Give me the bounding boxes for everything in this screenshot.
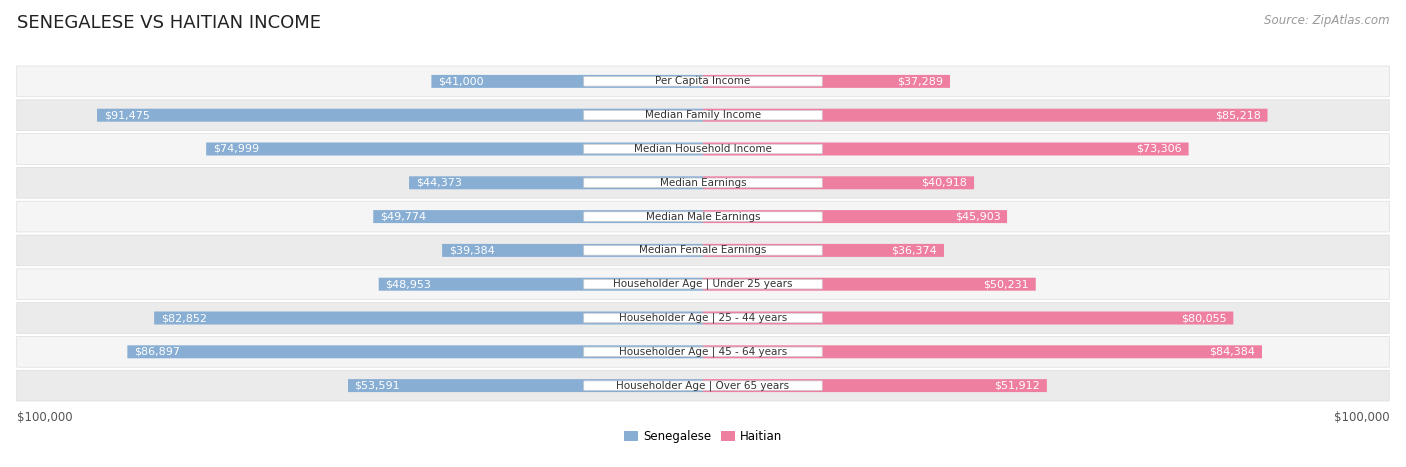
Text: $39,384: $39,384 <box>449 245 495 255</box>
FancyBboxPatch shape <box>583 313 823 323</box>
FancyBboxPatch shape <box>583 144 823 154</box>
FancyBboxPatch shape <box>583 279 823 289</box>
Text: $48,953: $48,953 <box>385 279 432 289</box>
FancyBboxPatch shape <box>128 345 703 358</box>
Text: Householder Age | Under 25 years: Householder Age | Under 25 years <box>613 279 793 290</box>
FancyBboxPatch shape <box>703 109 1268 122</box>
Text: Householder Age | Over 65 years: Householder Age | Over 65 years <box>616 380 790 391</box>
FancyBboxPatch shape <box>703 142 1188 156</box>
Text: $91,475: $91,475 <box>104 110 149 120</box>
FancyBboxPatch shape <box>583 77 823 86</box>
Text: Householder Age | 45 - 64 years: Householder Age | 45 - 64 years <box>619 347 787 357</box>
FancyBboxPatch shape <box>17 370 1389 401</box>
Legend: Senegalese, Haitian: Senegalese, Haitian <box>620 425 786 448</box>
FancyBboxPatch shape <box>155 311 703 325</box>
Text: $41,000: $41,000 <box>439 77 484 86</box>
FancyBboxPatch shape <box>583 178 823 188</box>
Text: $80,055: $80,055 <box>1181 313 1226 323</box>
FancyBboxPatch shape <box>703 177 974 189</box>
Text: $37,289: $37,289 <box>897 77 943 86</box>
FancyBboxPatch shape <box>17 303 1389 333</box>
FancyBboxPatch shape <box>207 142 703 156</box>
FancyBboxPatch shape <box>583 246 823 255</box>
Text: Householder Age | 25 - 44 years: Householder Age | 25 - 44 years <box>619 313 787 323</box>
FancyBboxPatch shape <box>17 336 1389 367</box>
FancyBboxPatch shape <box>583 111 823 120</box>
Text: $100,000: $100,000 <box>1334 411 1389 424</box>
FancyBboxPatch shape <box>349 379 703 392</box>
Text: $73,306: $73,306 <box>1136 144 1182 154</box>
Text: Median Household Income: Median Household Income <box>634 144 772 154</box>
Text: $40,918: $40,918 <box>921 178 967 188</box>
FancyBboxPatch shape <box>17 201 1389 232</box>
FancyBboxPatch shape <box>703 210 1007 223</box>
Text: Median Earnings: Median Earnings <box>659 178 747 188</box>
FancyBboxPatch shape <box>432 75 703 88</box>
Text: $44,373: $44,373 <box>416 178 461 188</box>
Text: $86,897: $86,897 <box>134 347 180 357</box>
Text: $82,852: $82,852 <box>160 313 207 323</box>
FancyBboxPatch shape <box>409 177 703 189</box>
FancyBboxPatch shape <box>583 212 823 221</box>
FancyBboxPatch shape <box>97 109 703 122</box>
FancyBboxPatch shape <box>373 210 703 223</box>
Text: $74,999: $74,999 <box>212 144 259 154</box>
FancyBboxPatch shape <box>703 278 1036 290</box>
Text: $84,384: $84,384 <box>1209 347 1256 357</box>
Text: $53,591: $53,591 <box>354 381 401 390</box>
FancyBboxPatch shape <box>17 134 1389 164</box>
FancyBboxPatch shape <box>703 345 1263 358</box>
Text: $100,000: $100,000 <box>17 411 72 424</box>
FancyBboxPatch shape <box>17 269 1389 300</box>
Text: Source: ZipAtlas.com: Source: ZipAtlas.com <box>1264 14 1389 27</box>
Text: $51,912: $51,912 <box>994 381 1040 390</box>
Text: Median Female Earnings: Median Female Earnings <box>640 245 766 255</box>
Text: $45,903: $45,903 <box>955 212 1001 222</box>
Text: SENEGALESE VS HAITIAN INCOME: SENEGALESE VS HAITIAN INCOME <box>17 14 321 32</box>
FancyBboxPatch shape <box>378 278 703 290</box>
FancyBboxPatch shape <box>703 75 950 88</box>
FancyBboxPatch shape <box>17 235 1389 266</box>
FancyBboxPatch shape <box>583 381 823 390</box>
FancyBboxPatch shape <box>441 244 703 257</box>
FancyBboxPatch shape <box>703 379 1047 392</box>
FancyBboxPatch shape <box>703 244 943 257</box>
Text: $50,231: $50,231 <box>984 279 1029 289</box>
Text: $49,774: $49,774 <box>380 212 426 222</box>
FancyBboxPatch shape <box>17 167 1389 198</box>
Text: $85,218: $85,218 <box>1215 110 1261 120</box>
FancyBboxPatch shape <box>17 100 1389 131</box>
Text: Per Capita Income: Per Capita Income <box>655 77 751 86</box>
FancyBboxPatch shape <box>583 347 823 356</box>
FancyBboxPatch shape <box>703 311 1233 325</box>
Text: $36,374: $36,374 <box>891 245 938 255</box>
Text: Median Male Earnings: Median Male Earnings <box>645 212 761 222</box>
Text: Median Family Income: Median Family Income <box>645 110 761 120</box>
FancyBboxPatch shape <box>17 66 1389 97</box>
